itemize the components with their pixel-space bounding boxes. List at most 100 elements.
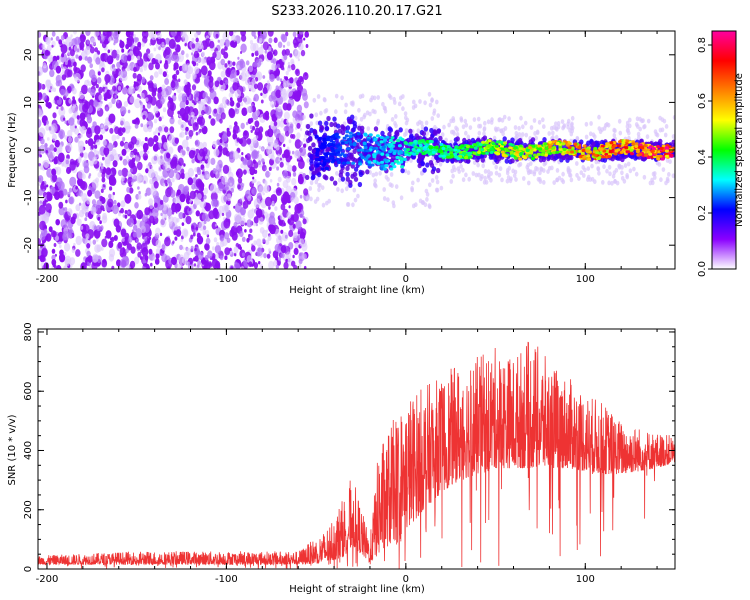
heatmap-cell: [239, 198, 242, 202]
heatmap-cell: [305, 44, 309, 48]
heatmap-cell: [262, 75, 266, 79]
heatmap-cell: [62, 230, 70, 241]
heatmap-cell: [219, 138, 223, 144]
heatmap-cell: [319, 125, 325, 131]
heatmap-cell: [264, 167, 267, 171]
heatmap-cell: [105, 230, 112, 239]
heatmap-cell: [86, 113, 91, 120]
heatmap-cell: [181, 222, 185, 227]
heatmap-cell: [112, 204, 119, 215]
heatmap-cell: [588, 131, 593, 137]
heatmap-cell: [213, 148, 220, 157]
heatmap-cell: [345, 202, 350, 207]
heatmap-cell: [221, 175, 228, 185]
heatmap-cell: [164, 162, 171, 172]
heatmap-cell: [476, 162, 480, 168]
heatmap-cell: [134, 123, 139, 129]
heatmap-cell: [280, 33, 286, 41]
heatmap-cell: [291, 177, 297, 186]
heatmap-cell: [149, 178, 153, 185]
heatmap-cell: [377, 143, 382, 147]
heatmap-cell: [98, 150, 101, 155]
heatmap-cell: [618, 130, 623, 136]
heatmap-cell: [47, 102, 52, 109]
heatmap-cell: [192, 232, 196, 237]
heatmap-cell: [429, 127, 434, 134]
heatmap-cell: [266, 253, 271, 259]
heatmap-cell: [214, 244, 221, 254]
heatmap-cell: [283, 125, 289, 132]
heatmap-cell: [43, 121, 47, 126]
heatmap-cell: [542, 124, 546, 129]
heatmap-cell: [64, 258, 71, 267]
heatmap-cell: [95, 237, 99, 242]
heatmap-cell: [206, 56, 212, 65]
heatmap-cell: [551, 130, 555, 136]
heatmap-cell: [579, 170, 584, 176]
heatmap-cell: [105, 106, 109, 112]
heatmap-cell: [359, 116, 364, 122]
heatmap-cell: [604, 145, 609, 149]
heatmap-cell: [185, 126, 189, 132]
heatmap-cell: [49, 144, 55, 152]
heatmap-cell: [188, 129, 194, 137]
heatmap-cell: [309, 154, 314, 160]
heatmap-cell: [390, 136, 395, 140]
heatmap-cell: [159, 199, 164, 205]
heatmap-cell: [294, 241, 300, 249]
heatmap-cell: [488, 154, 494, 160]
heatmap-cell: [316, 176, 320, 182]
heatmap-cell: [241, 236, 246, 242]
heatmap-cell: [119, 40, 125, 49]
heatmap-cell: [254, 127, 261, 135]
heatmap-cell: [254, 120, 260, 128]
heatmap-cell: [140, 249, 143, 254]
heatmap-cell: [403, 111, 408, 116]
heatmap-cell: [238, 129, 241, 133]
heatmap-cell: [198, 182, 202, 187]
heatmap-cell: [406, 170, 411, 176]
heatmap-cell: [299, 252, 302, 257]
heatmap-cell: [373, 178, 378, 184]
heatmap-cell: [532, 169, 537, 175]
heatmap-cell: [663, 132, 668, 138]
heatmap-cell: [195, 174, 198, 178]
heatmap-cell: [122, 158, 128, 166]
heatmap-cell: [179, 244, 183, 251]
heatmap-cell: [229, 31, 234, 37]
heatmap-cell: [102, 31, 108, 37]
heatmap-cell: [126, 186, 131, 193]
heatmap-cell: [274, 128, 281, 139]
heatmap-cell: [46, 44, 52, 52]
heatmap-cell: [219, 234, 225, 242]
heatmap-cell: [392, 149, 397, 153]
heatmap-cell: [148, 198, 154, 206]
heatmap-cell: [212, 246, 215, 251]
heatmap-cell: [114, 94, 117, 99]
heatmap-cell: [67, 129, 73, 138]
heatmap-cell: [502, 136, 507, 142]
heatmap-cell: [227, 60, 231, 65]
heatmap-cell: [73, 242, 76, 247]
heatmap-cell: [211, 198, 217, 207]
heatmap-cell: [300, 127, 303, 132]
heatmap-cell: [434, 175, 439, 180]
heatmap-cell: [119, 140, 125, 147]
heatmap-cell: [62, 188, 68, 196]
heatmap-cell: [246, 106, 251, 113]
heatmap-cell: [270, 109, 277, 119]
heatmap-cell: [408, 128, 413, 134]
heatmap-cell: [97, 35, 102, 41]
heatmap-cell: [137, 93, 140, 98]
heatmap-cell: [118, 212, 121, 217]
heatmap-cell: [230, 266, 234, 269]
heatmap-cell: [90, 88, 96, 97]
heatmap-cell: [39, 220, 46, 231]
heatmap-cell: [340, 95, 344, 101]
heatmap-cell: [240, 163, 244, 169]
heatmap-cell: [277, 176, 282, 183]
heatmap-cell: [317, 183, 321, 188]
heatmap-cell: [234, 140, 239, 147]
heatmap-cell: [164, 46, 171, 56]
heatmap-cell: [290, 58, 295, 65]
